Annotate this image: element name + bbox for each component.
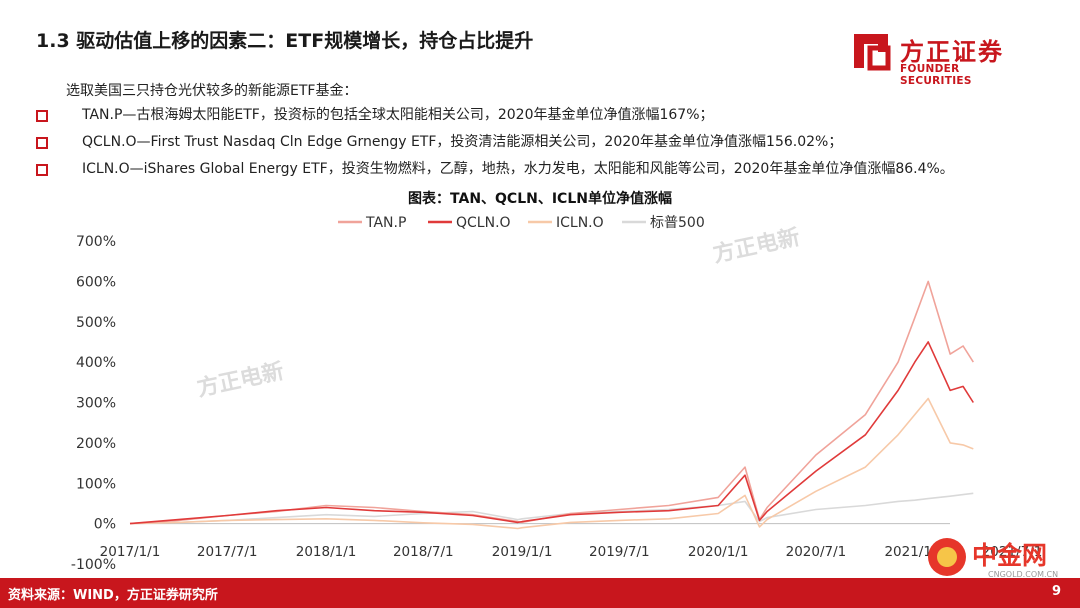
series-line-QCLN.O: [129, 341, 974, 525]
x-tick-label: 2021/7/1: [982, 544, 1043, 560]
x-tick-label: 2018/1/1: [296, 544, 357, 560]
source-note: 资料来源：WIND，方正证券研究所: [8, 588, 218, 603]
x-tick-label: 2020/7/1: [786, 544, 847, 560]
bullet-item: TAN.P—古根海姆太阳能ETF，投资标的包括全球太阳能相关公司，2020年基金…: [36, 104, 954, 131]
cngold-name: 中金网: [972, 541, 1048, 570]
legend-label: QCLN.O: [456, 215, 511, 231]
y-tick-label: 600%: [76, 274, 116, 290]
y-tick-label: 500%: [76, 315, 116, 331]
x-tick-label: 2020/1/1: [688, 544, 749, 560]
x-tick-label: 2019/7/1: [589, 544, 650, 560]
nav-growth-chart: 700%600%500%400%300%200%100%0%-100%2017/…: [71, 215, 1043, 573]
y-tick-label: 200%: [76, 436, 116, 452]
series-line-TAN.P: [129, 280, 974, 525]
intro-text: 选取美国三只持仓光伏较多的新能源ETF基金：: [66, 83, 358, 99]
y-tick-label: 700%: [76, 234, 116, 250]
logo-cn: 方正证券: [900, 38, 1004, 66]
bullet-item: ICLN.O—iShares Global Energy ETF，投资生物燃料，…: [36, 158, 954, 185]
chart-title: 图表：TAN、QCLN、ICLN单位净值涨幅: [408, 191, 672, 207]
x-tick-label: 2017/1/1: [100, 544, 161, 560]
page-title: 1.3 驱动估值上移的因素二：ETF规模增长，持仓占比提升: [36, 30, 534, 52]
x-tick-label: 2019/1/1: [492, 544, 553, 560]
square-bullet-icon: [36, 164, 48, 176]
founder-logo-icon: [854, 34, 891, 71]
series-line-标普500: [129, 492, 974, 525]
legend-label: TAN.P: [365, 215, 406, 231]
cngold-coin-icon: [928, 538, 966, 576]
logo-en: FOUNDER SECURITIES: [900, 63, 972, 87]
cngold-logo: 中金网 CNGOLD.COM.CN: [928, 538, 1078, 598]
cngold-url: CNGOLD.COM.CN: [988, 570, 1059, 579]
founder-logo: 方正证券 FOUNDER SECURITIES: [848, 30, 1028, 87]
y-tick-label: 100%: [76, 476, 116, 492]
square-bullet-icon: [36, 110, 48, 122]
x-tick-label: 2018/7/1: [393, 544, 454, 560]
footer-bar: 资料来源：WIND，方正证券研究所 9: [0, 578, 1080, 608]
legend-label: ICLN.O: [556, 215, 604, 231]
legend-label: 标普500: [650, 215, 705, 231]
series-line-ICLN.O: [129, 397, 974, 530]
bullet-item: QCLN.O—First Trust Nasdaq Cln Edge Grnen…: [36, 131, 954, 158]
page-number: 9: [1052, 584, 1062, 599]
y-tick-label: 300%: [76, 396, 116, 412]
y-tick-label: 0%: [94, 517, 116, 533]
x-tick-label: 2017/7/1: [197, 544, 258, 560]
fund-bullet-list: TAN.P—古根海姆太阳能ETF，投资标的包括全球太阳能相关公司，2020年基金…: [36, 104, 954, 185]
square-bullet-icon: [36, 137, 48, 149]
y-tick-label: 400%: [76, 355, 116, 371]
y-tick-label: -100%: [71, 557, 116, 573]
